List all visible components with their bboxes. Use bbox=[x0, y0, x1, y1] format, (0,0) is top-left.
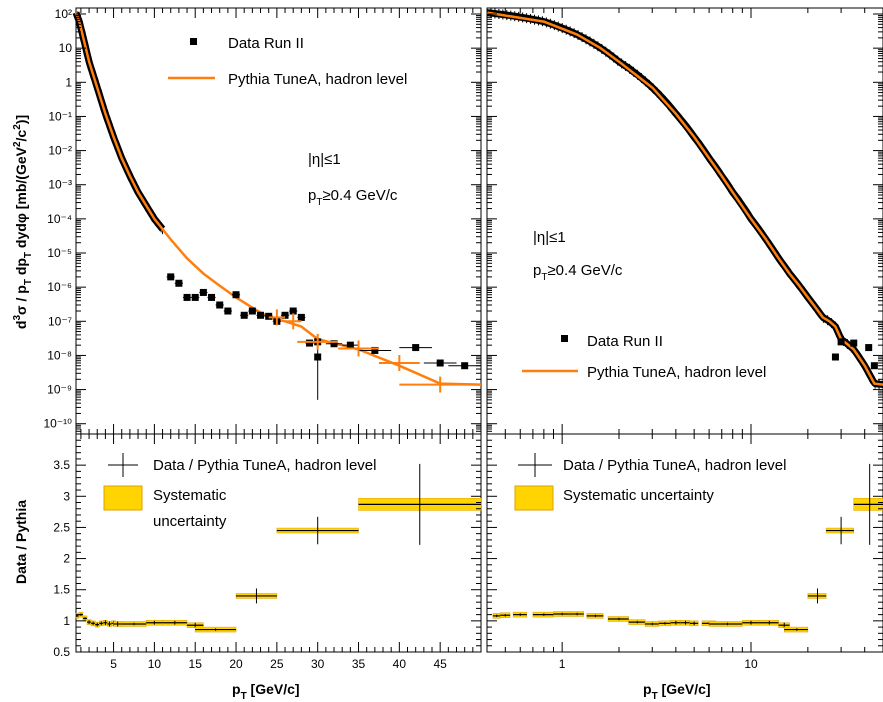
data-point bbox=[412, 344, 420, 352]
data-point bbox=[371, 346, 379, 354]
data-point bbox=[837, 338, 845, 346]
x-tick-label: 35 bbox=[352, 657, 366, 671]
y-tick-label: 2 bbox=[63, 552, 70, 566]
data-point bbox=[831, 353, 839, 361]
legend-syst-swatch-right bbox=[514, 485, 554, 511]
data-point bbox=[248, 307, 256, 315]
x-tick-label: 10 bbox=[744, 657, 758, 671]
data-point bbox=[175, 279, 183, 287]
annotation-eta-left: |η|≤1 bbox=[308, 151, 341, 168]
legend-syst-swatch bbox=[103, 485, 143, 511]
data-point bbox=[314, 353, 322, 361]
data-point bbox=[461, 362, 469, 370]
data-point bbox=[281, 311, 289, 319]
data-point bbox=[436, 359, 444, 367]
ratio-linear-plot bbox=[75, 463, 482, 633]
x-axis-title-right: pT [GeV/c] bbox=[643, 681, 711, 702]
data-point bbox=[183, 293, 191, 301]
x-tick-label: 30 bbox=[311, 657, 325, 671]
axes-ticks: 10⁻¹⁰ 10⁻⁹ 10⁻⁸ 10⁻⁷ 10⁻⁶ 10⁻⁵ 10⁻⁴ 10⁻³ 10⁻² 10⁻… bbox=[44, 7, 883, 671]
ratio-log-plot bbox=[492, 463, 883, 633]
legend-data-label: Data Run II bbox=[228, 35, 304, 52]
legend-data-label-right: Data Run II bbox=[587, 333, 663, 350]
legend-pythia-label: Pythia TuneA, hadron level bbox=[228, 71, 407, 88]
data-point bbox=[265, 312, 273, 320]
y-tick-label: 2.5 bbox=[53, 520, 70, 534]
data-point bbox=[306, 339, 314, 347]
y-tick-label: 10⁻² bbox=[48, 144, 72, 158]
legend-syst-label-right: Systematic uncertainty bbox=[563, 487, 714, 504]
data-point bbox=[297, 313, 305, 321]
data-point bbox=[330, 340, 338, 348]
data-point bbox=[208, 293, 216, 301]
y-tick-label: 0.5 bbox=[53, 645, 70, 659]
y-tick-label: 10⁻⁶ bbox=[47, 280, 72, 294]
data-point bbox=[870, 362, 878, 370]
y-tick-label: 10⁻⁸ bbox=[47, 348, 72, 362]
x-tick-label: 10 bbox=[148, 657, 162, 671]
data-point bbox=[232, 291, 240, 299]
x-tick-label: 15 bbox=[189, 657, 203, 671]
legend-syst-label-line1: Systematic bbox=[153, 487, 227, 504]
panel-ratio-linear-frame bbox=[75, 433, 482, 653]
mc-line bbox=[74, 12, 482, 386]
x-axis-title-left: pT [GeV/c] bbox=[232, 681, 300, 702]
mc-line bbox=[486, 11, 883, 386]
data-point bbox=[257, 311, 265, 319]
x-tick-label: 25 bbox=[270, 657, 284, 671]
data-point bbox=[346, 341, 354, 349]
annotation-eta-right: |η|≤1 bbox=[533, 229, 566, 246]
annotation-pt-right: pT≥0.4 GeV/c bbox=[533, 262, 623, 283]
legend-data-marker-right bbox=[561, 335, 568, 342]
data-point bbox=[240, 311, 248, 319]
data-point bbox=[216, 301, 224, 309]
legend-data-marker bbox=[190, 38, 197, 45]
legend-syst-label-line2: uncertainty bbox=[153, 513, 227, 530]
y-tick-label: 10⁻¹ bbox=[48, 109, 72, 123]
x-tick-label: 1 bbox=[559, 657, 566, 671]
data-band bbox=[485, 9, 883, 389]
y-tick-label: 3 bbox=[63, 489, 70, 503]
spectrum-y-axis-title: d3σ / pT dpT dydφ [mb/(GeV2/c2)] bbox=[12, 115, 34, 329]
data-point bbox=[167, 273, 175, 281]
y-tick-label: 10⁻¹⁰ bbox=[44, 417, 73, 431]
data-point bbox=[191, 293, 199, 301]
y-tick-label: 10⁻⁹ bbox=[47, 383, 72, 397]
y-tick-label: 1.5 bbox=[53, 583, 70, 597]
legend-ratio-label: Data / Pythia TuneA, hadron level bbox=[153, 457, 376, 474]
data-band bbox=[72, 11, 166, 232]
y-tick-label: 3.5 bbox=[53, 458, 70, 472]
x-tick-label: 40 bbox=[393, 657, 407, 671]
y-tick-label: 1 bbox=[63, 614, 70, 628]
x-tick-label: 5 bbox=[110, 657, 117, 671]
data-point bbox=[289, 307, 297, 315]
x-tick-label: 20 bbox=[229, 657, 243, 671]
y-tick-label: 10⁻⁴ bbox=[47, 212, 72, 226]
ratio-y-axis-title: Data / Pythia bbox=[13, 500, 29, 584]
data-point bbox=[865, 344, 873, 352]
spectrum-log-plot bbox=[485, 7, 883, 390]
data-point bbox=[199, 288, 207, 296]
y-tick-label: 10⁻⁵ bbox=[47, 246, 72, 260]
legend-pythia-label-right: Pythia TuneA, hadron level bbox=[587, 364, 766, 381]
panel-ratio-log-frame bbox=[486, 433, 883, 653]
y-tick-label: 1 bbox=[65, 75, 72, 89]
y-tick-label: 10⁻⁷ bbox=[48, 314, 72, 328]
data-point bbox=[850, 339, 858, 347]
annotation-pt-left: pT≥0.4 GeV/c bbox=[308, 187, 398, 208]
y-tick-label: 10 bbox=[59, 41, 73, 55]
spectrum-linear-plot bbox=[72, 7, 482, 400]
data-point bbox=[224, 307, 232, 315]
legend-ratio-label-right: Data / Pythia TuneA, hadron level bbox=[563, 457, 786, 474]
y-tick-label: 10² bbox=[55, 7, 72, 21]
x-tick-label: 45 bbox=[433, 657, 447, 671]
y-tick-label: 10⁻³ bbox=[48, 178, 72, 192]
